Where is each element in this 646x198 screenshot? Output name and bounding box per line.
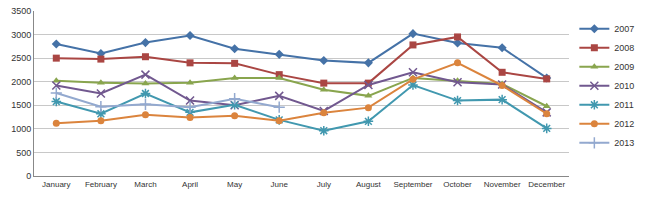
svg-text:2007: 2007 [614, 24, 634, 34]
svg-text:June: June [271, 180, 289, 189]
svg-text:July: July [317, 180, 331, 189]
svg-text:3500: 3500 [11, 6, 31, 16]
svg-text:500: 500 [16, 148, 31, 158]
svg-text:2009: 2009 [614, 62, 634, 72]
svg-text:2011: 2011 [614, 100, 633, 110]
svg-text:2010: 2010 [614, 81, 634, 91]
svg-text:October: October [443, 180, 472, 189]
svg-text:3000: 3000 [11, 30, 31, 40]
svg-text:0: 0 [26, 171, 31, 181]
svg-text:2500: 2500 [11, 53, 31, 63]
svg-text:November: November [484, 180, 521, 189]
svg-text:2000: 2000 [11, 77, 31, 87]
svg-text:1500: 1500 [11, 100, 31, 110]
svg-text:December: December [528, 180, 565, 189]
svg-text:2008: 2008 [614, 43, 634, 53]
svg-text:February: February [85, 180, 117, 189]
svg-text:2013: 2013 [614, 138, 634, 148]
svg-text:January: January [42, 180, 70, 189]
svg-text:April: April [182, 180, 198, 189]
svg-text:September: September [393, 180, 432, 189]
svg-text:1000: 1000 [11, 124, 31, 134]
svg-text:March: March [134, 180, 156, 189]
svg-text:May: May [227, 180, 242, 189]
svg-text:2012: 2012 [614, 119, 634, 129]
svg-text:August: August [356, 180, 382, 189]
